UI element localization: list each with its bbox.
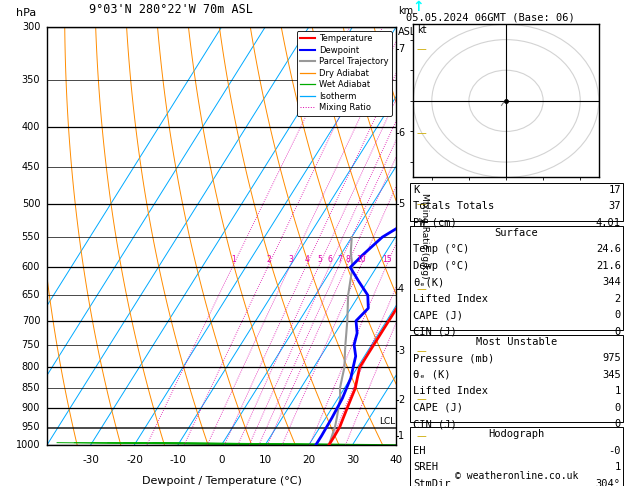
Text: —: — <box>416 395 426 404</box>
Text: 344: 344 <box>602 277 621 287</box>
Text: 800: 800 <box>22 362 40 372</box>
Text: 1: 1 <box>398 431 404 441</box>
Text: 550: 550 <box>21 232 40 242</box>
Text: 2: 2 <box>615 294 621 304</box>
Text: 300: 300 <box>22 22 40 32</box>
Text: 975: 975 <box>602 353 621 363</box>
Text: Totals Totals: Totals Totals <box>413 201 494 211</box>
Text: Lifted Index: Lifted Index <box>413 294 488 304</box>
Text: θₑ(K): θₑ(K) <box>413 277 445 287</box>
Text: 850: 850 <box>21 383 40 393</box>
Text: Temp (°C): Temp (°C) <box>413 244 469 254</box>
Text: 40: 40 <box>390 455 403 465</box>
Text: 450: 450 <box>21 162 40 173</box>
Text: 24.6: 24.6 <box>596 244 621 254</box>
Text: km: km <box>398 6 413 17</box>
Text: Dewpoint / Temperature (°C): Dewpoint / Temperature (°C) <box>142 476 302 486</box>
Text: StmDir: StmDir <box>413 479 451 486</box>
Text: 0: 0 <box>615 310 621 320</box>
Text: Mixing Ratio (g/kg): Mixing Ratio (g/kg) <box>420 193 429 278</box>
Text: 700: 700 <box>21 316 40 326</box>
Text: 950: 950 <box>21 422 40 432</box>
Text: 400: 400 <box>22 122 40 132</box>
Text: 7: 7 <box>337 256 342 264</box>
Text: 900: 900 <box>22 403 40 413</box>
Text: —: — <box>416 44 426 54</box>
Text: θₑ (K): θₑ (K) <box>413 370 451 380</box>
Text: LCL: LCL <box>379 417 395 426</box>
Text: 1: 1 <box>231 256 236 264</box>
Text: 750: 750 <box>21 340 40 350</box>
Text: CIN (J): CIN (J) <box>413 419 457 429</box>
Text: SREH: SREH <box>413 462 438 472</box>
Text: 3: 3 <box>398 346 404 356</box>
Text: 21.6: 21.6 <box>596 260 621 271</box>
Text: 6: 6 <box>398 128 404 138</box>
Text: 9°03'N 280°22'W 70m ASL: 9°03'N 280°22'W 70m ASL <box>89 3 253 17</box>
Text: 345: 345 <box>602 370 621 380</box>
Text: 10: 10 <box>259 455 272 465</box>
Text: PW (cm): PW (cm) <box>413 218 457 228</box>
Text: Dewp (°C): Dewp (°C) <box>413 260 469 271</box>
Text: 4: 4 <box>304 256 309 264</box>
Text: kt: kt <box>417 25 426 35</box>
Text: -30: -30 <box>82 455 99 465</box>
Text: Pressure (mb): Pressure (mb) <box>413 353 494 363</box>
Text: 3: 3 <box>288 256 293 264</box>
Text: 0: 0 <box>615 403 621 413</box>
Text: EH: EH <box>413 446 426 456</box>
Text: 1000: 1000 <box>16 440 40 450</box>
Text: -20: -20 <box>126 455 143 465</box>
Text: 8: 8 <box>345 256 350 264</box>
Legend: Temperature, Dewpoint, Parcel Trajectory, Dry Adiabat, Wet Adiabat, Isotherm, Mi: Temperature, Dewpoint, Parcel Trajectory… <box>297 31 392 116</box>
Text: 350: 350 <box>21 75 40 85</box>
Text: K: K <box>413 185 420 195</box>
Text: 05.05.2024 06GMT (Base: 06): 05.05.2024 06GMT (Base: 06) <box>406 12 574 22</box>
Text: 600: 600 <box>22 262 40 272</box>
Text: ASL: ASL <box>398 27 416 37</box>
Text: —: — <box>416 199 426 209</box>
Text: Surface: Surface <box>494 227 538 238</box>
Text: 5: 5 <box>317 256 322 264</box>
Text: 5: 5 <box>398 199 404 209</box>
Text: 650: 650 <box>21 290 40 300</box>
Text: -0: -0 <box>608 446 621 456</box>
Text: 1: 1 <box>615 462 621 472</box>
Text: 7: 7 <box>398 44 404 54</box>
Text: 4: 4 <box>398 284 404 294</box>
Text: 4.01: 4.01 <box>596 218 621 228</box>
Text: —: — <box>416 284 426 294</box>
Text: 30: 30 <box>346 455 359 465</box>
Text: CAPE (J): CAPE (J) <box>413 310 463 320</box>
Text: 2: 2 <box>267 256 271 264</box>
Text: 0: 0 <box>615 327 621 337</box>
Text: —: — <box>416 431 426 441</box>
Text: 2: 2 <box>398 395 404 404</box>
Text: 17: 17 <box>608 185 621 195</box>
Text: 20: 20 <box>303 455 316 465</box>
Text: ↑: ↑ <box>413 0 424 14</box>
Text: 6: 6 <box>328 256 333 264</box>
Text: -10: -10 <box>170 455 187 465</box>
Text: 0: 0 <box>615 419 621 429</box>
Text: 0: 0 <box>218 455 225 465</box>
Text: 500: 500 <box>21 199 40 209</box>
Text: —: — <box>416 346 426 356</box>
Text: © weatheronline.co.uk: © weatheronline.co.uk <box>455 471 578 481</box>
Text: Lifted Index: Lifted Index <box>413 386 488 396</box>
Text: —: — <box>416 128 426 138</box>
Text: 37: 37 <box>608 201 621 211</box>
Text: Most Unstable: Most Unstable <box>476 337 557 347</box>
Text: 304°: 304° <box>596 479 621 486</box>
Text: hPa: hPa <box>16 8 36 18</box>
Text: CIN (J): CIN (J) <box>413 327 457 337</box>
Text: CAPE (J): CAPE (J) <box>413 403 463 413</box>
Text: 15: 15 <box>382 256 392 264</box>
Text: Hodograph: Hodograph <box>488 429 545 439</box>
Text: 1: 1 <box>615 386 621 396</box>
Text: 10: 10 <box>357 256 366 264</box>
